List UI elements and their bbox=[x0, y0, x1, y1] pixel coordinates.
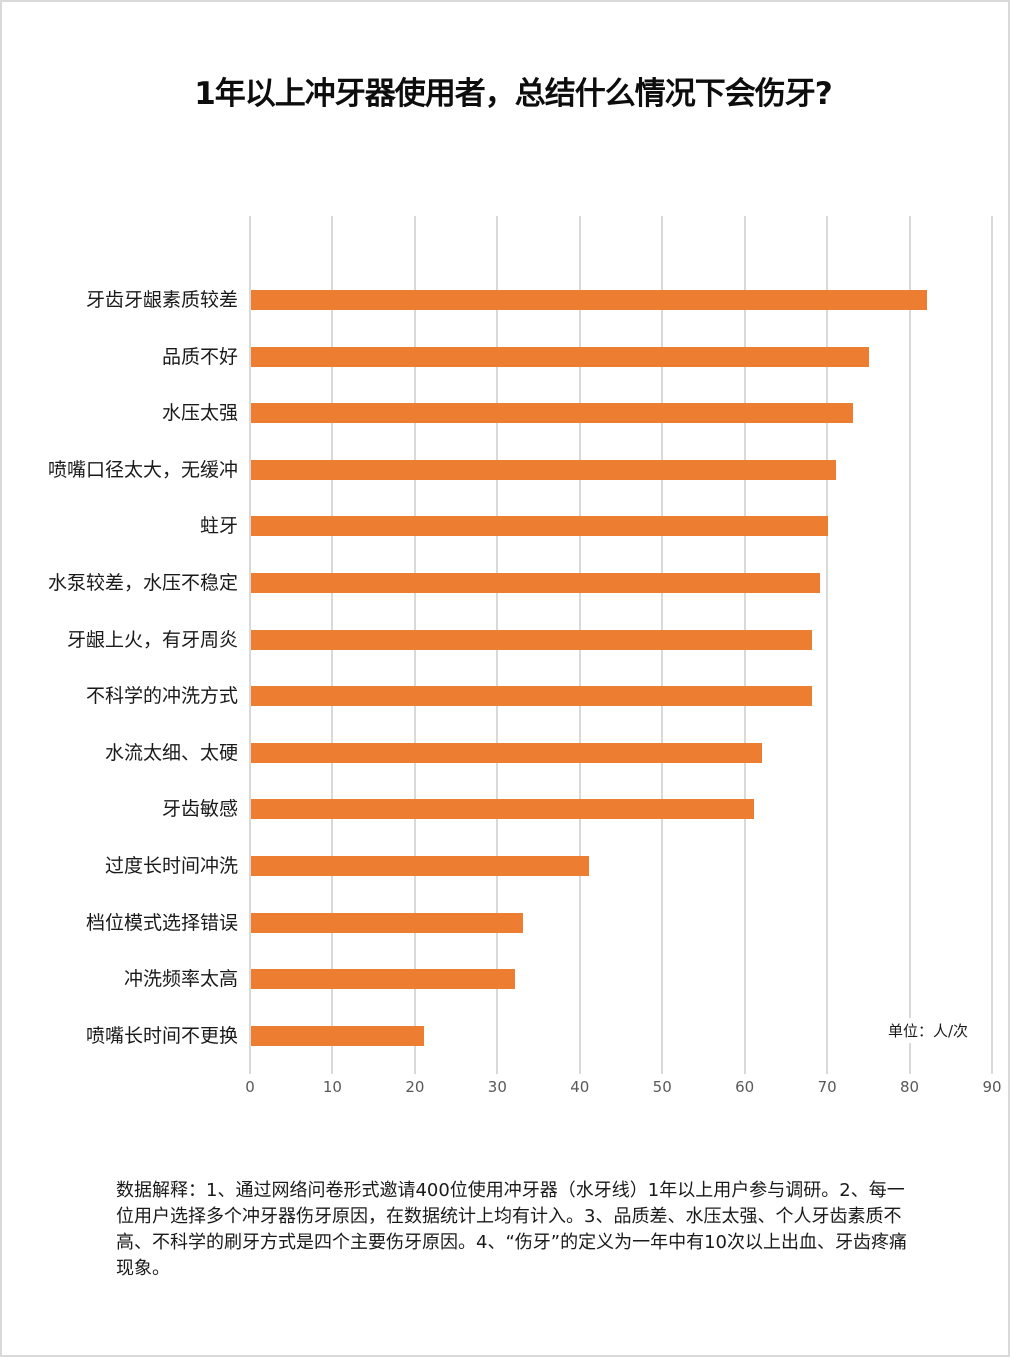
x-axis-tick-label: 50 bbox=[652, 1078, 672, 1096]
bar bbox=[251, 912, 524, 933]
gridline bbox=[249, 216, 251, 1074]
category-label: 牙龈上火，有牙周炎 bbox=[66, 628, 238, 651]
category-label: 档位模式选择错误 bbox=[85, 911, 238, 934]
bar bbox=[251, 1025, 425, 1046]
category-label: 喷嘴口径太大，无缓冲 bbox=[47, 458, 238, 481]
bar bbox=[251, 573, 820, 593]
bar bbox=[251, 686, 812, 707]
category-label: 牙齿敏感 bbox=[161, 798, 238, 821]
category-label: 过度长时间冲洗 bbox=[104, 855, 238, 877]
data-explanation-notes: 数据解释：1、通过网络问卷形式邀请400位使用冲牙器（水牙线）1年以上用户参与调… bbox=[116, 1180, 908, 1279]
bar bbox=[251, 629, 812, 650]
x-axis-tick-label: 0 bbox=[245, 1078, 255, 1096]
x-axis-tick-label: 60 bbox=[735, 1078, 755, 1096]
x-axis-tick-label: 80 bbox=[900, 1078, 920, 1096]
category-label: 品质不好 bbox=[161, 345, 238, 368]
bar bbox=[251, 346, 870, 367]
x-axis-tick-label: 90 bbox=[982, 1078, 1002, 1096]
category-label: 喷嘴长时间不更换 bbox=[85, 1024, 238, 1047]
x-axis-tick-label: 70 bbox=[817, 1078, 837, 1096]
x-axis-tick-label: 40 bbox=[570, 1078, 590, 1096]
bar-chart-plot-area: 0 10 20 30 40 50 60 70 80 90 牙齿牙龈素质较差品质不好水压太强喷嘴口径太… bbox=[47, 216, 1002, 1096]
x-axis-tick-label: 30 bbox=[487, 1078, 507, 1096]
category-label: 牙齿牙龈素质较差 bbox=[85, 289, 238, 311]
chart-title: 1年以上冲牙器使用者，总结什么情况下会伤牙? bbox=[194, 76, 833, 112]
bar bbox=[251, 799, 754, 820]
category-label: 水流太细、太硬 bbox=[104, 741, 238, 764]
bar bbox=[251, 742, 763, 763]
bar bbox=[251, 290, 928, 310]
category-label: 冲洗频率太高 bbox=[123, 968, 238, 991]
unit-label: 单位：人/次 bbox=[888, 1018, 983, 1043]
bar bbox=[251, 459, 837, 480]
gridline bbox=[991, 216, 993, 1074]
category-label: 水压太强 bbox=[161, 402, 238, 425]
bar bbox=[251, 403, 853, 424]
category-label: 水泵较差，水压不稳定 bbox=[47, 572, 238, 594]
x-axis-tick-label: 10 bbox=[322, 1078, 342, 1096]
category-label: 不科学的冲洗方式 bbox=[85, 685, 238, 708]
gridline bbox=[826, 216, 829, 1074]
bar bbox=[251, 969, 515, 990]
gridline bbox=[908, 216, 911, 1074]
x-axis-tick-label: 20 bbox=[405, 1078, 425, 1096]
bar bbox=[251, 856, 590, 876]
bar bbox=[251, 516, 829, 537]
category-label: 蛀牙 bbox=[199, 515, 238, 538]
